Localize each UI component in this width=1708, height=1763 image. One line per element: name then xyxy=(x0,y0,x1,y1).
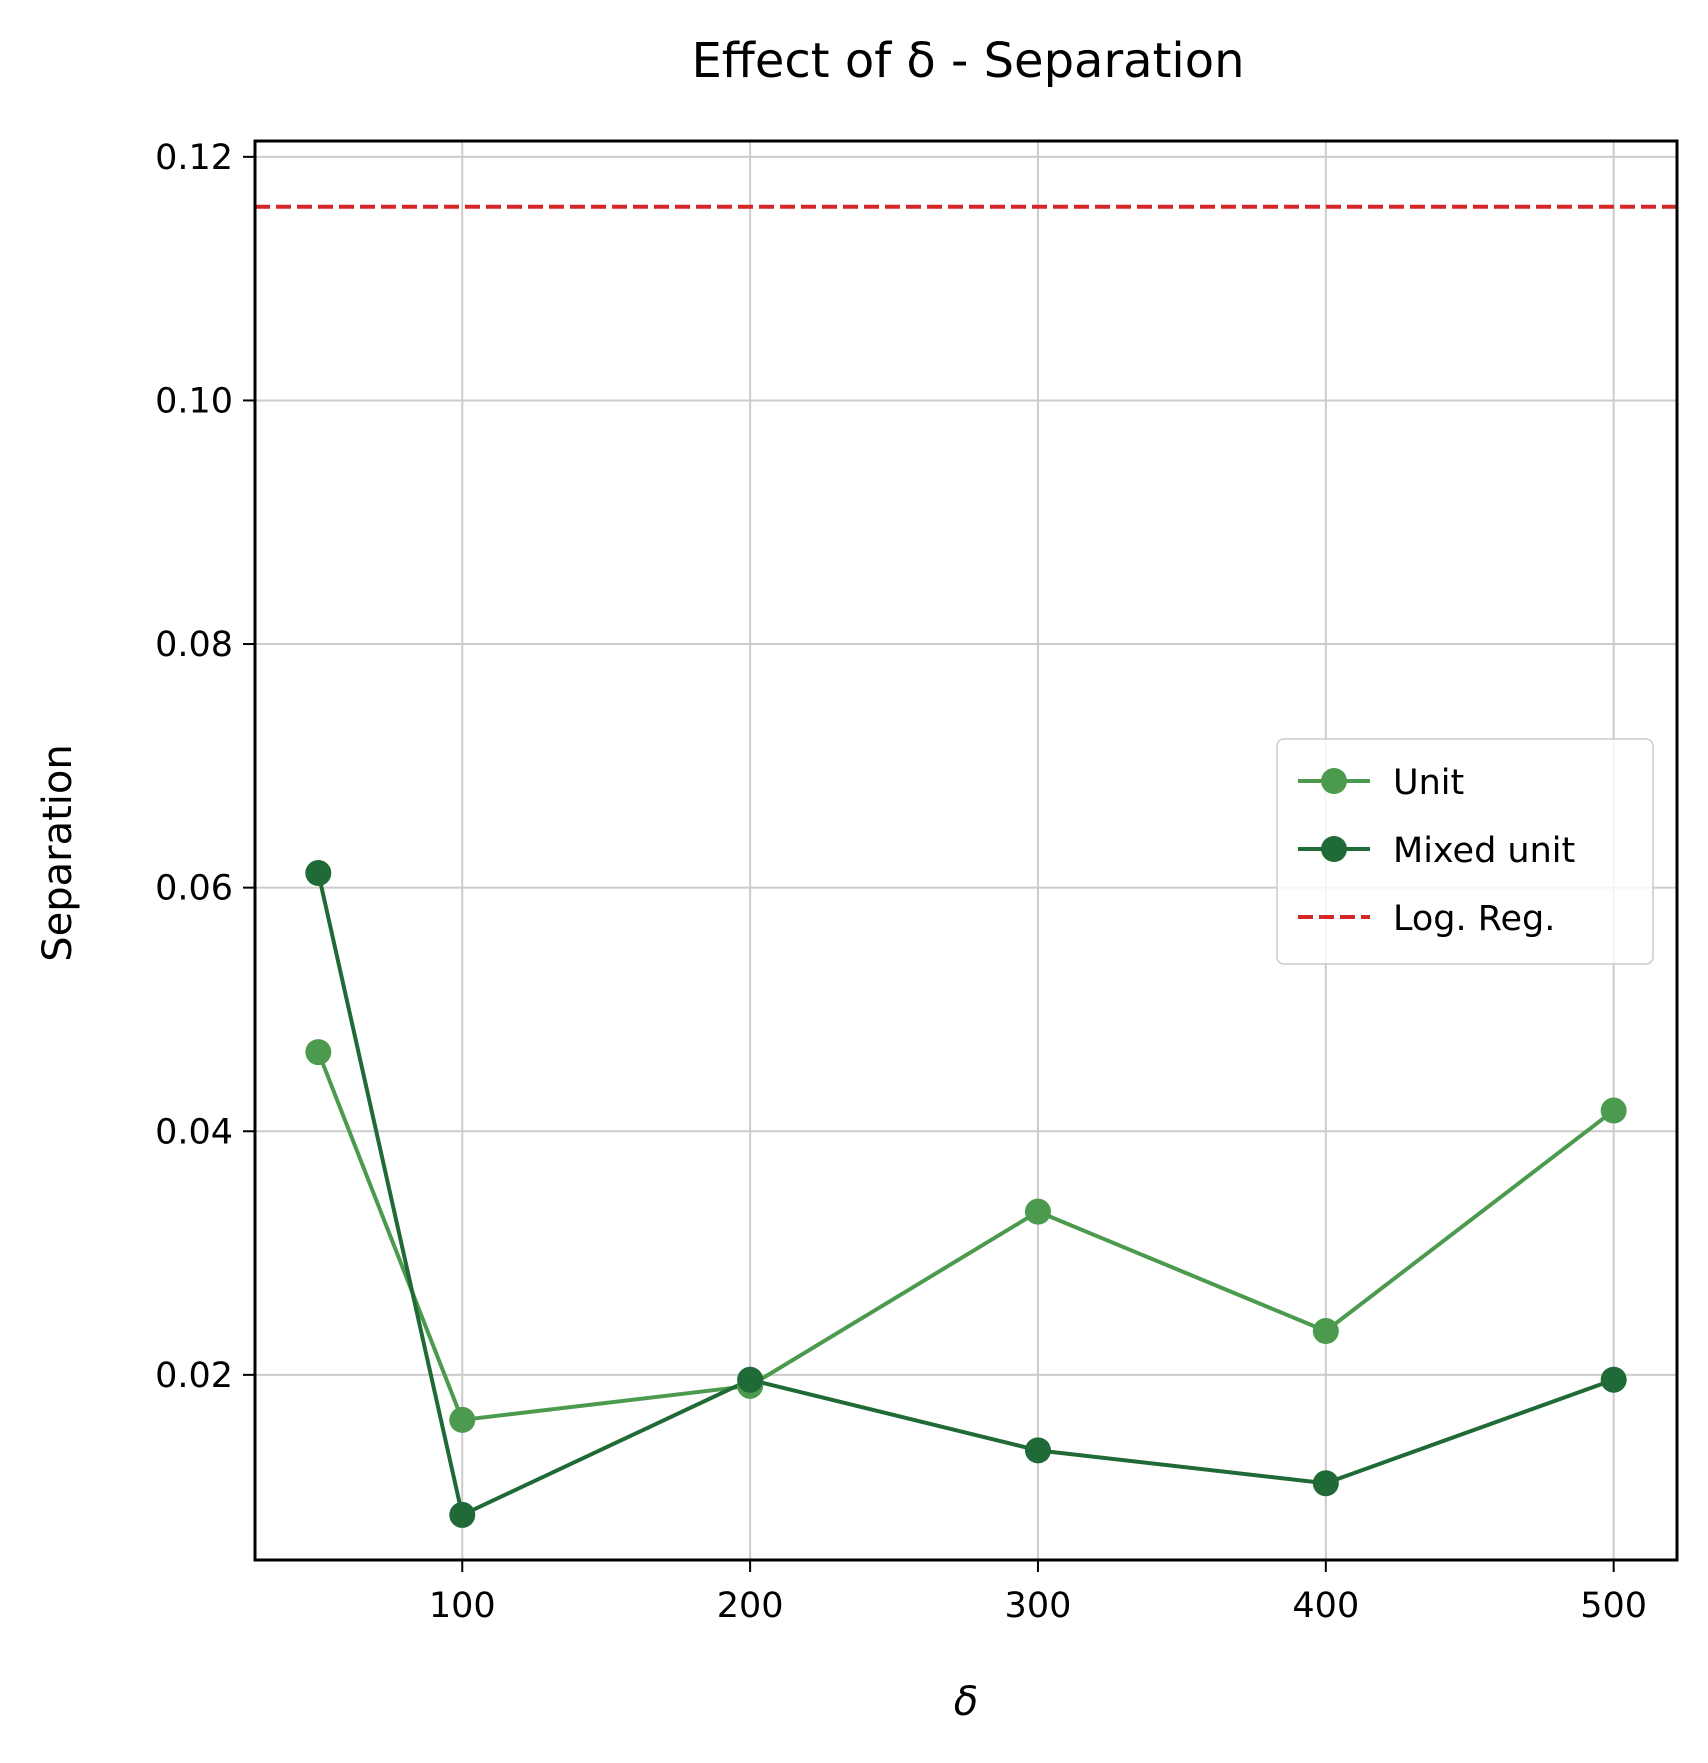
x-tick-label: 400 xyxy=(1292,1586,1359,1626)
grid-lines xyxy=(255,141,1677,1560)
x-tick-label: 200 xyxy=(717,1586,784,1626)
series-line-mixed-unit xyxy=(316,872,1615,1517)
legend-unit-label: Unit xyxy=(1393,763,1464,803)
x-tick-label: 300 xyxy=(1005,1586,1072,1626)
data-point-mixed-unit xyxy=(305,860,332,887)
data-point-mixed-unit xyxy=(449,1501,476,1528)
x-tick-label: 500 xyxy=(1580,1586,1647,1626)
x-tick-label: 100 xyxy=(429,1586,496,1626)
x-axis-label: δ xyxy=(954,1679,978,1725)
data-point-unit xyxy=(449,1406,476,1433)
data-point-mixed-unit xyxy=(737,1366,764,1393)
y-tick-label: 0.12 xyxy=(155,138,233,178)
legend-unit-marker xyxy=(1321,768,1347,794)
legend-log-reg-label: Log. Reg. xyxy=(1393,899,1555,939)
y-axis-label: Separation xyxy=(35,744,81,961)
data-point-unit xyxy=(305,1039,332,1066)
axis-ticks: 100 200 300 400 500 0.02 0.04 0.06 0.08 0.10 0.12 xyxy=(155,138,1647,1626)
legend-mixed-unit-marker xyxy=(1321,836,1347,862)
y-tick-label: 0.02 xyxy=(155,1356,233,1396)
series-line-unit xyxy=(316,1051,1615,1422)
y-tick-label: 0.08 xyxy=(155,625,233,665)
y-tick-label: 0.10 xyxy=(155,381,233,421)
data-point-unit xyxy=(1600,1097,1627,1124)
data-point-unit xyxy=(1312,1318,1339,1345)
plot-area xyxy=(255,204,1677,1528)
legend-mixed-unit-label: Mixed unit xyxy=(1393,831,1575,871)
legend-box xyxy=(1276,738,1654,965)
y-tick-label: 0.06 xyxy=(155,869,233,909)
axes-frame xyxy=(253,139,1679,1562)
data-point-mixed-unit xyxy=(1600,1366,1627,1393)
y-tick-label: 0.04 xyxy=(155,1112,233,1152)
data-point-mixed-unit xyxy=(1312,1470,1339,1497)
chart-title: Effect of δ - Separation xyxy=(691,33,1244,89)
legend: Unit Mixed unit Log. Reg. xyxy=(1276,738,1654,965)
data-point-unit xyxy=(1024,1198,1051,1225)
data-point-mixed-unit xyxy=(1024,1437,1051,1464)
